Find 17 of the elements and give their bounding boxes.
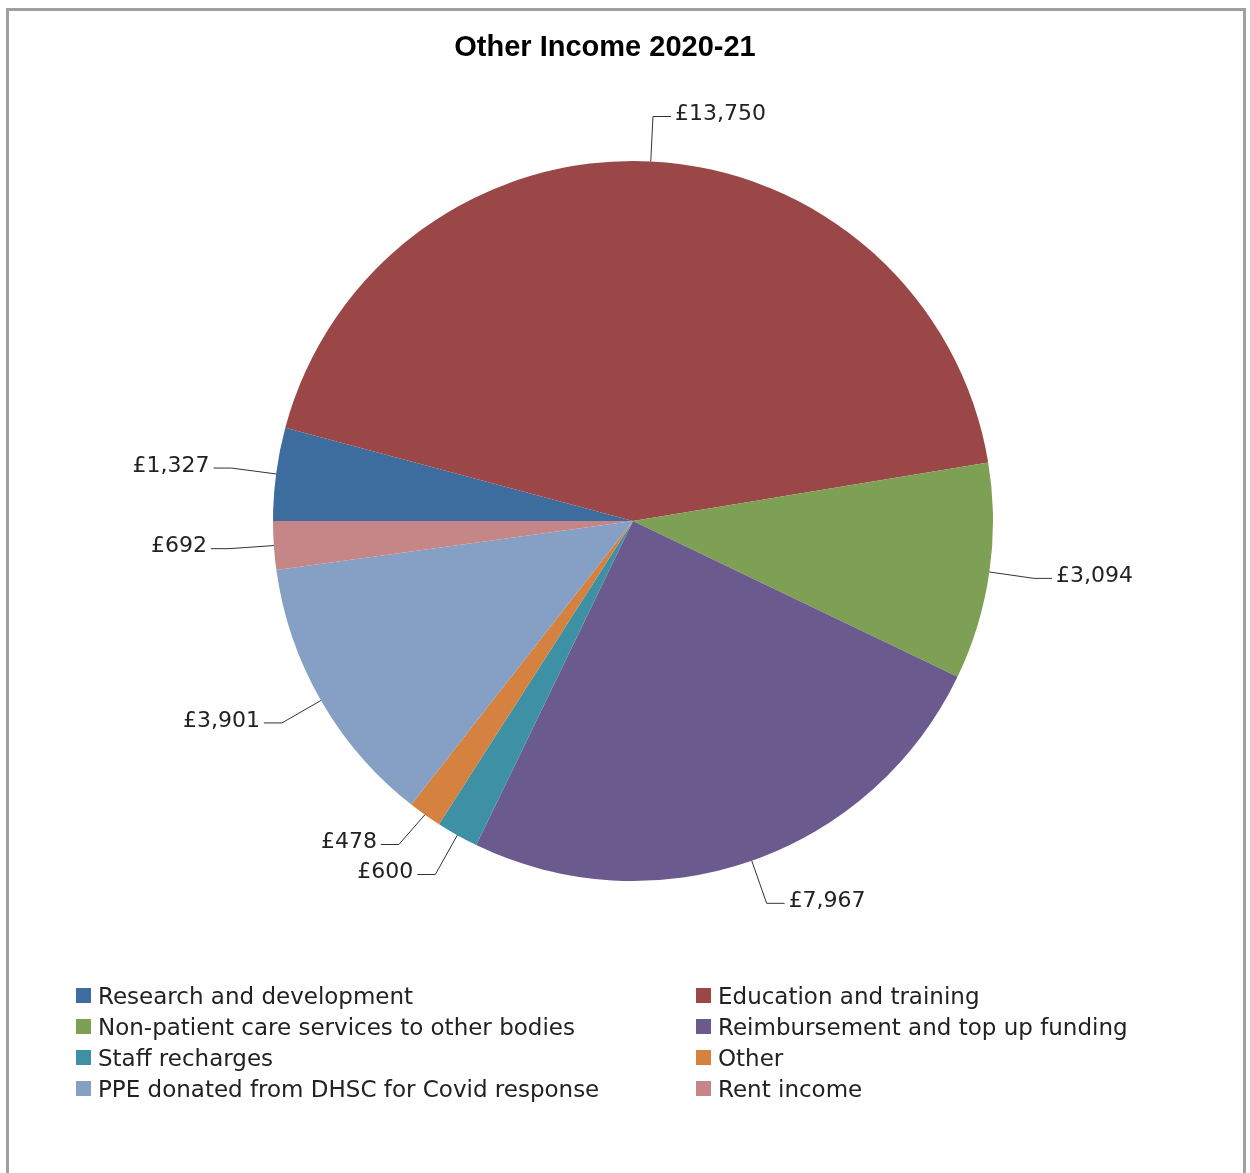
legend-label: Staff recharges — [97, 1044, 275, 1071]
data-label: £7,967 — [788, 887, 866, 913]
legend-label: Reimbursement and top up funding — [717, 1013, 1129, 1040]
legend-label: Education and training — [717, 982, 981, 1009]
legend-label: Non-patient care services to other bodies — [97, 1013, 576, 1040]
legend-label: PPE donated from DHSC for Covid response — [97, 1075, 601, 1102]
data-label: £600 — [357, 858, 414, 884]
data-label: £3,094 — [1055, 562, 1133, 588]
data-label: £692 — [150, 532, 207, 558]
data-label: £1,327 — [132, 451, 210, 477]
chart-title: Other Income 2020-21 — [453, 30, 757, 63]
data-label: £3,901 — [182, 706, 260, 732]
legend-label: Rent income — [717, 1075, 864, 1102]
legend-label: Other — [717, 1044, 785, 1071]
legend-label: Research and development — [97, 982, 415, 1009]
data-label: £478 — [320, 828, 377, 854]
data-label: £13,750 — [674, 100, 766, 126]
